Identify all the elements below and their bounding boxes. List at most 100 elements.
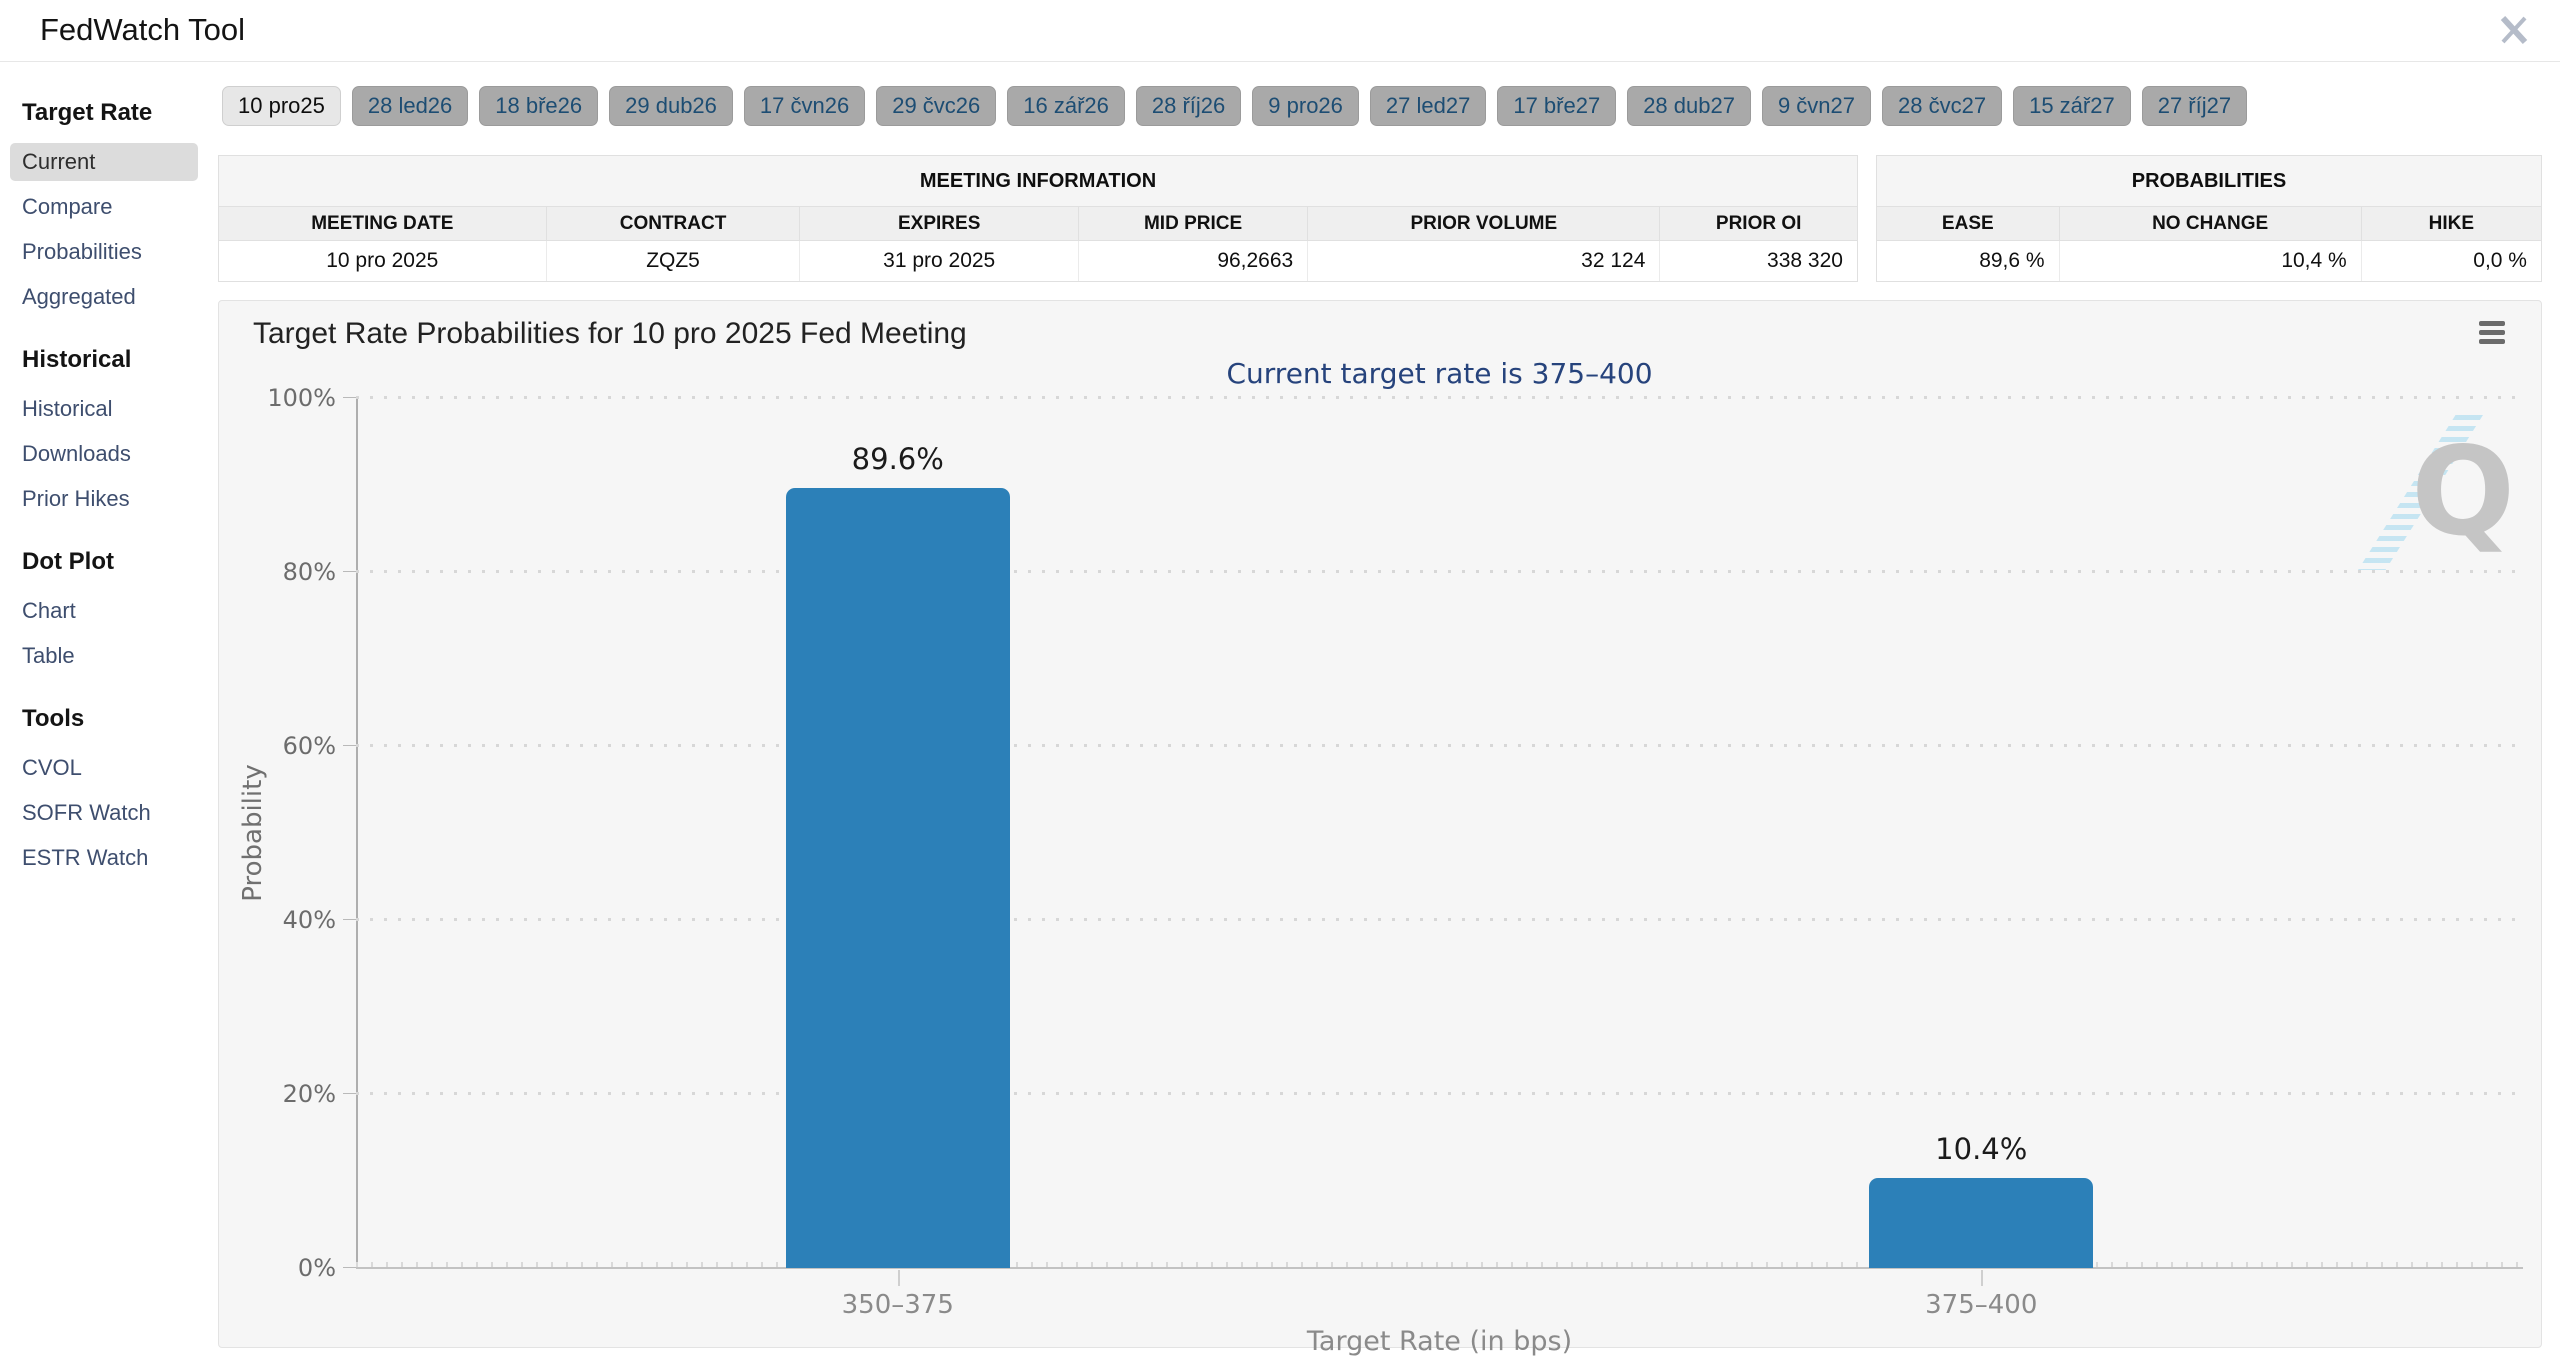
chart-title: Target Rate Probabilities for 10 pro 202… [253, 317, 967, 350]
tab-meeting-date[interactable]: 28 led26 [351, 86, 469, 126]
sidebar-item-chart[interactable]: Chart [22, 598, 76, 623]
y-axis-title: Probability [238, 764, 268, 902]
bar-value-label: 89.6% [851, 442, 944, 477]
meeting-information-title: MEETING INFORMATION [219, 156, 1857, 207]
probabilities-header-row: EASE NO CHANGE HIKE [1877, 207, 2541, 241]
y-axis-tick-label: 60% [282, 732, 336, 760]
column-header: HIKE [2428, 213, 2475, 234]
page-title: FedWatch Tool [40, 12, 246, 47]
sidebar-heading-tools: Tools [22, 705, 85, 732]
sidebar-item-current[interactable]: Current [10, 143, 198, 181]
y-axis-tick-label: 100% [267, 384, 336, 412]
tab-meeting-date[interactable]: 27 led27 [1369, 86, 1487, 126]
prior-oi-value: 338 320 [1767, 249, 1843, 272]
expires-value: 31 pro 2025 [800, 241, 1079, 281]
sidebar-item-cvol[interactable]: CVOL [22, 755, 82, 780]
column-header: PRIOR OI [1715, 213, 1802, 234]
meeting-information-header-row: MEETING DATE CONTRACT EXPIRES MID PRICE … [219, 207, 1857, 241]
tab-meeting-date[interactable]: 28 čvc27 [1882, 86, 2003, 126]
tab-meeting-date[interactable]: 17 bře27 [1497, 86, 1617, 126]
sidebar-item-historical[interactable]: Historical [22, 396, 113, 421]
sidebar-item-sofr-watch[interactable]: SOFR Watch [22, 800, 151, 825]
tab-meeting-date[interactable]: 17 čvn26 [743, 86, 866, 126]
sidebar-item-estr-watch[interactable]: ESTR Watch [22, 845, 149, 870]
y-axis-line [356, 398, 358, 1268]
tab-meeting-date[interactable]: 16 zář26 [1007, 86, 1125, 126]
x-axis-line [356, 1267, 2523, 1269]
sidebar: Target Rate Current Compare Probabilitie… [0, 63, 218, 1348]
contract-value: ZQZ5 [547, 241, 801, 281]
tab-meeting-date[interactable]: 28 dub27 [1627, 86, 1751, 126]
y-axis-tick [343, 1093, 356, 1094]
sidebar-heading-target-rate: Target Rate [22, 99, 153, 126]
tab-meeting-date[interactable]: 15 zář27 [2013, 86, 2131, 126]
ease-value: 89,6 % [1877, 241, 2060, 281]
sidebar-section-tools: Tools CVOL SOFR Watch ESTR Watch [22, 705, 218, 877]
meeting-information-table: MEETING INFORMATION MEETING DATE CONTRAC… [218, 155, 1858, 282]
probability-bar[interactable] [1869, 1177, 2094, 1268]
probabilities-table: PROBABILITIES EASE NO CHANGE HIKE 89,6 %… [1876, 155, 2542, 282]
y-axis-tick-label: 20% [282, 1080, 336, 1108]
column-header: MID PRICE [1079, 207, 1309, 240]
sidebar-section-dot-plot: Dot Plot Chart Table [22, 548, 218, 675]
column-header: MEETING DATE [219, 207, 547, 240]
probability-bar[interactable] [785, 488, 1010, 1268]
tab-meeting-date[interactable]: 9 čvn27 [1761, 86, 1872, 126]
y-axis-tick [343, 919, 356, 920]
x-axis-minor-ticks [356, 1262, 2523, 1267]
chart-menu-icon[interactable] [2479, 321, 2505, 348]
y-axis-tick [343, 571, 356, 572]
x-axis-tick-label: 350–375 [841, 1290, 954, 1320]
bar-slot: 10.4% [1869, 398, 2094, 1286]
prior-volume-value: 32 124 [1308, 241, 1661, 281]
mid-price-value: 96,2663 [1079, 241, 1309, 281]
close-icon[interactable] [2496, 12, 2532, 48]
gridline [356, 570, 2523, 573]
column-header: PRIOR VOLUME [1308, 207, 1661, 240]
y-axis-tick-label: 80% [282, 558, 336, 586]
x-axis-category-tick [897, 1270, 900, 1286]
sidebar-heading-dot-plot: Dot Plot [22, 548, 114, 575]
target-rate-chart-panel: Target Rate Probabilities for 10 pro 202… [218, 300, 2542, 1357]
plot-area: Q Probability Target Rate (in bps) 0% 20%… [238, 384, 2523, 1357]
gridline [356, 1092, 2523, 1095]
sidebar-item-probabilities[interactable]: Probabilities [22, 239, 142, 264]
x-axis-category-tick [1981, 1270, 1984, 1286]
sidebar-item-compare[interactable]: Compare [22, 194, 113, 219]
no-change-value: 10,4 % [2060, 241, 2362, 281]
hike-value: 0,0 % [2473, 249, 2527, 272]
tab-meeting-date[interactable]: 29 čvc26 [876, 86, 997, 126]
gridline [356, 744, 2523, 747]
probabilities-title: PROBABILITIES [1877, 156, 2541, 207]
tab-meeting-date[interactable]: 29 dub26 [609, 86, 733, 126]
y-axis-tick [343, 1267, 356, 1268]
sidebar-item-aggregated[interactable]: Aggregated [22, 284, 136, 309]
sidebar-section-target-rate: Target Rate Current Compare Probabilitie… [10, 99, 218, 316]
tab-meeting-date[interactable]: 10 pro25 [222, 86, 341, 126]
column-header: EASE [1877, 207, 2060, 240]
tab-meeting-date[interactable]: 27 říj27 [2141, 86, 2248, 126]
column-header: EXPIRES [800, 207, 1079, 240]
app-header: FedWatch Tool [0, 0, 2560, 62]
y-axis-tick [343, 745, 356, 746]
tab-meeting-date[interactable]: 18 bře26 [479, 86, 599, 126]
probabilities-data-row: 89,6 % 10,4 % 0,0 % [1877, 241, 2541, 281]
sidebar-heading-historical: Historical [22, 346, 132, 373]
gridline [356, 396, 2523, 399]
bar-slot: 89.6% [785, 398, 1010, 1286]
watermark-q-logo: Q [2411, 421, 2515, 563]
x-axis-tick-label: 375–400 [1925, 1290, 2038, 1320]
meeting-date-tabs: 10 pro25 28 led26 18 bře26 29 dub26 17 č… [222, 86, 2248, 126]
column-header: CONTRACT [547, 207, 801, 240]
sidebar-item-table[interactable]: Table [22, 643, 75, 668]
y-axis-tick [343, 397, 356, 398]
tab-meeting-date[interactable]: 9 pro26 [1252, 86, 1359, 126]
sidebar-item-downloads[interactable]: Downloads [22, 441, 131, 466]
column-header: NO CHANGE [2060, 207, 2362, 240]
bar-value-label: 10.4% [1935, 1131, 2028, 1166]
chart-subtitle: Current target rate is 375–400 [1226, 357, 1653, 390]
quikstrike-watermark: Q [2358, 403, 2523, 578]
sidebar-item-prior-hikes[interactable]: Prior Hikes [22, 486, 130, 511]
gridline [356, 918, 2523, 921]
tab-meeting-date[interactable]: 28 říj26 [1135, 86, 1242, 126]
